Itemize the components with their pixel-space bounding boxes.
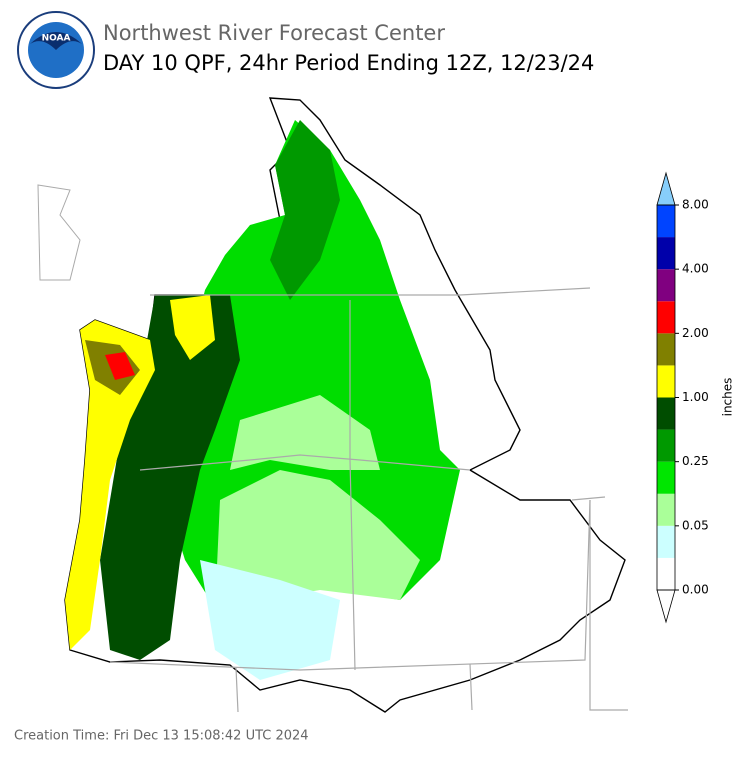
colorbar-segment [657, 301, 675, 334]
colorbar-segment [657, 365, 675, 398]
colorbar-tick-label: 2.00 [682, 326, 709, 340]
svg-text:NOAA: NOAA [42, 34, 71, 44]
colorbar: 0.00 0.05 0.25 1.00 2.00 4.00 8.00 [656, 171, 709, 624]
colorbar-segment [657, 205, 675, 238]
noaa-logo: NOAA [17, 11, 95, 89]
colorbar-tick-label: 0.25 [682, 454, 709, 468]
title: Northwest River Forecast Center [103, 21, 445, 45]
colorbar-tick-label: 0.05 [682, 518, 709, 532]
colorbar-tick-label: 0.00 [682, 583, 709, 597]
colorbar-tick-label: 4.00 [682, 262, 709, 276]
subtitle: DAY 10 QPF, 24hr Period Ending 12Z, 12/2… [103, 51, 594, 75]
colorbar-segment [657, 269, 675, 302]
map [37, 97, 628, 713]
colorbar-tick-label: 1.00 [682, 390, 709, 404]
colorbar-under [656, 589, 676, 624]
colorbar-segment [657, 461, 675, 494]
colorbar-segment [657, 397, 675, 430]
colorbar-segment [657, 493, 675, 526]
creation-time: Creation Time: Fri Dec 13 15:08:42 UTC 2… [14, 729, 309, 744]
colorbar-segment [657, 333, 675, 366]
colorbar-label: inches [721, 378, 735, 417]
colorbar-segment [657, 557, 675, 590]
colorbar-tick-label: 8.00 [682, 198, 709, 212]
colorbar-segment [657, 237, 675, 270]
colorbar-segment [657, 429, 675, 462]
colorbar-over [656, 171, 676, 206]
colorbar-segment [657, 525, 675, 558]
